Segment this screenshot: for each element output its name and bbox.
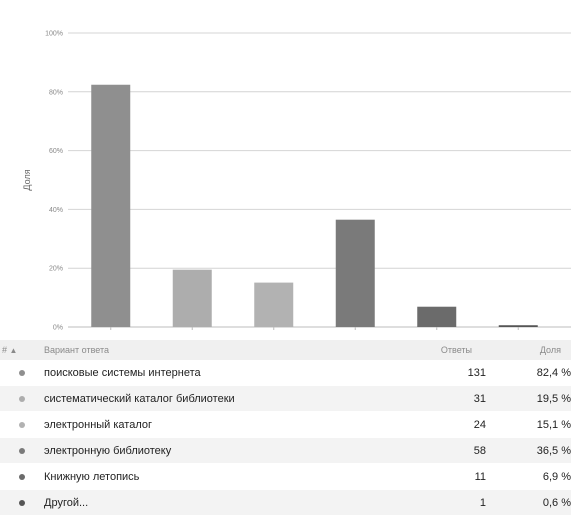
answer-column-header[interactable]: Вариант ответа: [32, 340, 434, 360]
count-cell: 58: [473, 444, 486, 457]
table-row: электронную библиотеку 58 36,5 %: [0, 437, 571, 464]
chart-bar: [172, 269, 212, 327]
table-row: поисковые системы интернета 131 82,4 %: [0, 360, 571, 386]
answer-cell: электронный каталог: [32, 411, 434, 438]
y-tick-label: 60%: [49, 148, 63, 155]
share-cell: 19,5 %: [536, 392, 571, 405]
y-tick-label: 0%: [53, 325, 63, 332]
y-tick-label: 40%: [49, 207, 63, 214]
chart-bar: [254, 282, 294, 327]
share-cell: 0,6 %: [542, 496, 571, 509]
table-row: электронный каталог 24 15,1 %: [0, 411, 571, 438]
answer-cell: электронную библиотеку: [32, 437, 434, 464]
answer-cell: систематический каталог библиотеки: [32, 385, 434, 412]
series-color-dot: [19, 447, 25, 454]
table-row: систематический каталог библиотеки 31 19…: [0, 385, 571, 412]
index-column-header[interactable]: # ▲: [0, 340, 32, 360]
count-cell: 11: [474, 470, 486, 483]
y-axis-label: Доля: [22, 169, 32, 190]
answer-cell: поисковые системы интернета: [32, 360, 434, 386]
share-header-label: Доля: [539, 345, 561, 355]
table-header-row: # ▲ Вариант ответа Ответы Доля: [0, 340, 571, 360]
series-color-dot: [19, 499, 25, 506]
series-color-dot: [19, 473, 25, 480]
share-cell: 6,9 %: [542, 470, 571, 483]
series-color-dot: [19, 395, 25, 402]
count-cell: 31: [473, 392, 486, 405]
y-tick-label: 20%: [49, 266, 63, 273]
answer-cell: Книжную летопись: [32, 463, 434, 490]
chart-bar: [335, 219, 375, 327]
sort-ascending-icon[interactable]: ▲: [9, 346, 18, 355]
count-cell: 131: [467, 366, 486, 379]
bar-chart: 0% 20% 40% 60% 80% 100% Доля: [22, 31, 571, 332]
count-cell: 24: [473, 418, 486, 431]
share-cell: 15,1 %: [536, 418, 571, 431]
table-row: Другой... 1 0,6 %: [0, 489, 571, 516]
index-header-label: #: [2, 345, 8, 355]
chart-bar: [498, 325, 538, 327]
answer-header-label: Вариант ответа: [44, 345, 109, 355]
series-color-dot: [19, 369, 25, 376]
chart-bar: [91, 84, 131, 327]
chart-bar: [417, 306, 457, 327]
y-tick-label: 80%: [49, 89, 63, 96]
answer-cell: Другой...: [32, 489, 434, 516]
share-column-header[interactable]: Доля: [509, 340, 571, 360]
table-row: Книжную летопись 11 6,9 %: [0, 463, 571, 490]
y-tick-label: 100%: [45, 31, 63, 38]
share-cell: 36,5 %: [536, 444, 571, 457]
series-color-dot: [19, 421, 25, 428]
chart-svg: 0% 20% 40% 60% 80% 100% Доля: [22, 31, 571, 332]
count-column-header[interactable]: Ответы: [434, 340, 509, 360]
count-cell: 1: [479, 496, 486, 509]
results-table: # ▲ Вариант ответа Ответы Доля поисковые…: [0, 340, 571, 516]
count-header-label: Ответы: [440, 345, 472, 355]
share-cell: 82,4 %: [536, 366, 571, 379]
